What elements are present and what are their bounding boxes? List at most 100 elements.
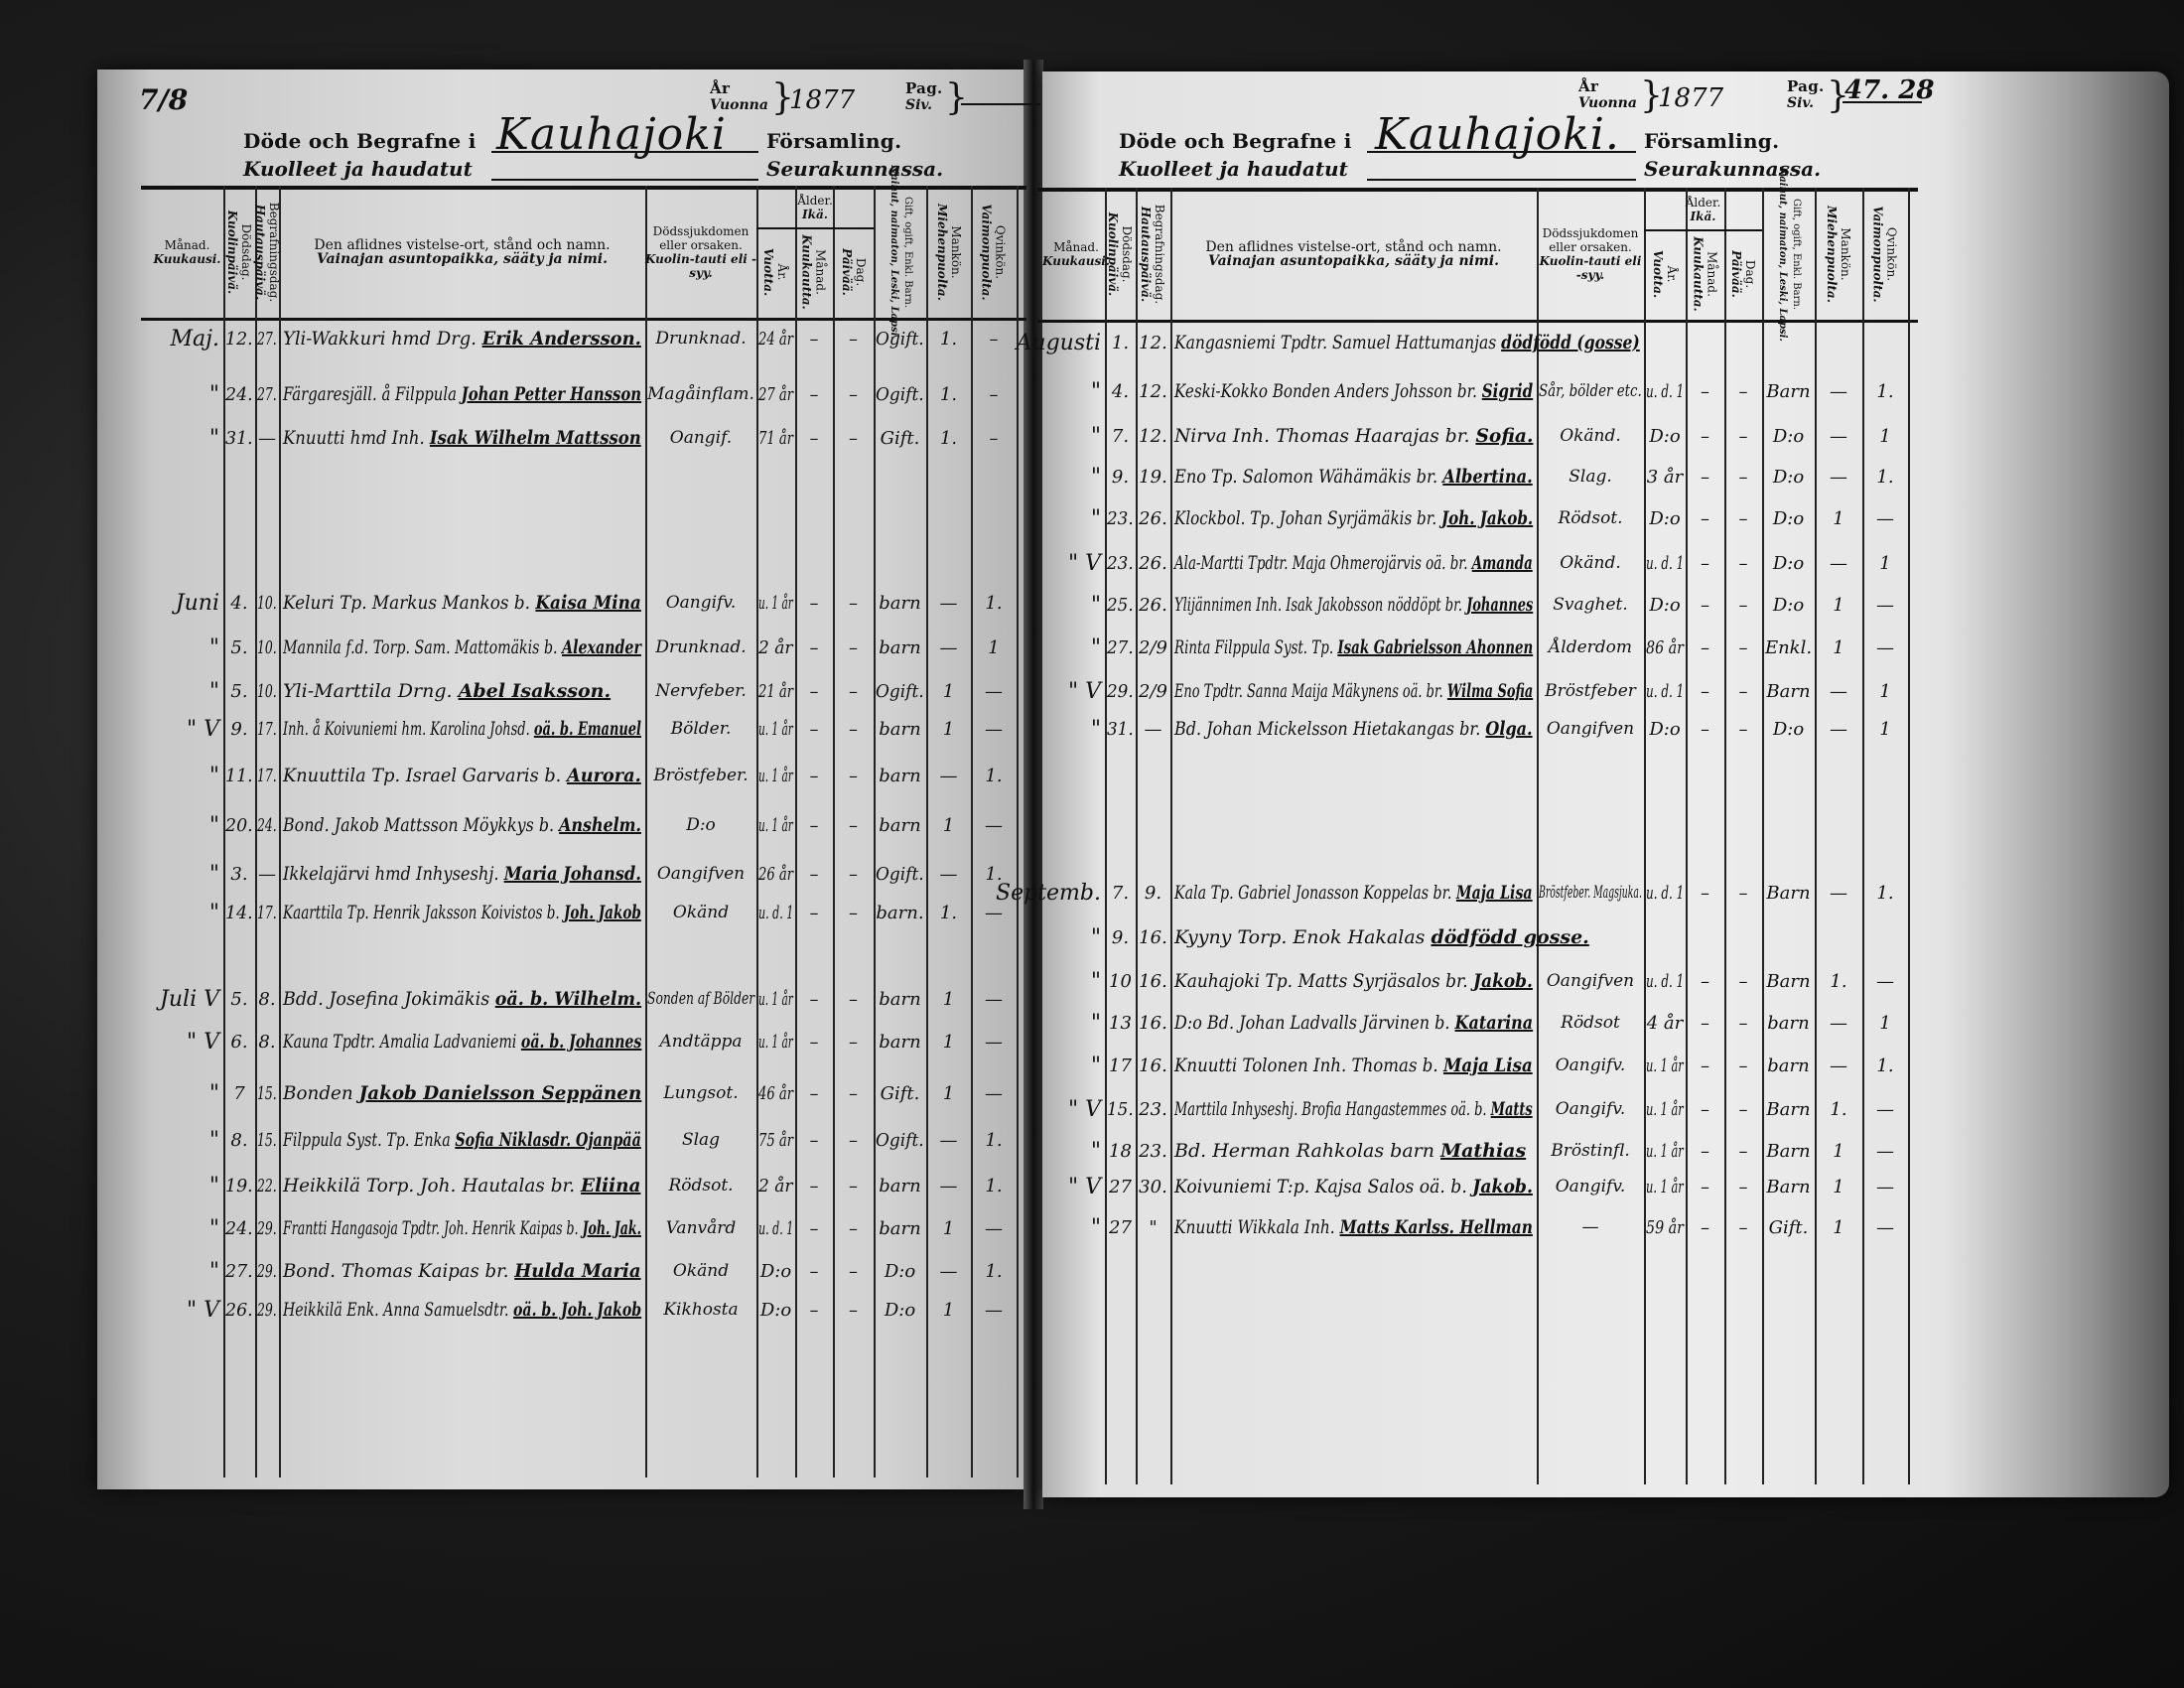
entry-died: 3. xyxy=(223,856,255,892)
residence-and-status: Heikkilä Torp. Joh. Hautalas br. xyxy=(283,1175,576,1196)
label-sv: Gift, ogift, Enkl. Barn. xyxy=(901,196,913,308)
label-fi: Vainajan asuntopaikka, sääty ja nimi. xyxy=(1208,252,1499,269)
entry-month: " xyxy=(208,763,219,788)
entry-male: — xyxy=(926,1168,971,1203)
deceased-name: oä. b. Joh. Jakob xyxy=(513,1299,642,1321)
entry-months-value: – xyxy=(1701,552,1709,574)
entry-status-value: D:o xyxy=(1772,466,1805,488)
label-fi: Vainajan asuntopaikka, sääty ja nimi. xyxy=(317,250,608,267)
entry-cause: Bröstinfl. xyxy=(1537,1133,1644,1169)
column-header-label: Månad. Kuukautta. xyxy=(1692,236,1719,311)
entry-cause: Rödsot xyxy=(1537,1005,1644,1041)
entry-months: – xyxy=(795,711,833,747)
entry-years-value: u. d. 1 xyxy=(758,902,794,923)
entry-male-value: 1. xyxy=(939,902,958,923)
entry-female: 1. xyxy=(1862,373,1908,409)
entry-months-value: – xyxy=(1701,425,1709,447)
entry-female-value: 1 xyxy=(988,636,1000,658)
entry-buried-value: 16. xyxy=(1139,1012,1167,1034)
label-sv: Begrafningsdag. xyxy=(1153,204,1167,304)
entry-cause: Oangifv. xyxy=(645,585,756,621)
entry-buried: 10. xyxy=(255,673,281,709)
entry-buried: 16. xyxy=(1136,1005,1170,1041)
entry-months: – xyxy=(795,758,833,793)
entry-years: u. d. 1 xyxy=(1644,545,1688,581)
entry-name-cell: Heikkilä Torp. Joh. Hautalas br. Eliina xyxy=(283,1168,641,1203)
entry-days: – xyxy=(833,1122,874,1158)
column-header-label: År. Vuotta. xyxy=(1651,249,1679,297)
entry-male: 1 xyxy=(926,981,971,1017)
entry-days-value: – xyxy=(1738,1012,1748,1034)
entry-buried: " xyxy=(1136,1209,1170,1245)
entry-cause-value: D:o xyxy=(686,815,716,835)
entry-status: barn xyxy=(874,630,926,665)
entry-status-value: barn xyxy=(879,814,921,836)
column-header-label: Dag. Päivää. xyxy=(840,248,868,296)
entry-male: 1 xyxy=(1815,1133,1862,1169)
entry-buried-value: " xyxy=(1149,1216,1158,1238)
entry-died-value: 7. xyxy=(1111,882,1130,904)
entry-status: Enkl. xyxy=(1762,630,1815,665)
entry-died: 7 xyxy=(223,1075,255,1111)
entry-died: 7. xyxy=(1105,418,1136,454)
entry-days: – xyxy=(833,1075,874,1111)
entry-status: D:o xyxy=(874,1253,926,1289)
residence-and-status: Yli-Wakkuri hmd Drg. xyxy=(283,328,477,350)
entry-days-value: – xyxy=(849,1031,858,1053)
entry-buried-value: 27. xyxy=(257,383,277,405)
entry-status: barn xyxy=(874,1168,926,1203)
entry-buried: 17. xyxy=(255,895,281,930)
entry-status-value: barn xyxy=(879,1175,921,1196)
label-fi: Nainut, naimaton, Leski, Lapsi. xyxy=(1776,166,1788,342)
entry-days-value: – xyxy=(849,1129,858,1151)
entry-male-value: 1 xyxy=(1833,1176,1844,1197)
entry-status-value: Ogift. xyxy=(876,383,924,405)
entry-days: – xyxy=(1724,545,1762,581)
column-divider xyxy=(874,186,876,1477)
column-header-label: Gift, ogift, Enkl. Barn. Nainut, naimaton… xyxy=(887,165,914,340)
entry-male: — xyxy=(926,758,971,793)
deceased-name: Sofia Niklasdr. Ojanpää xyxy=(455,1129,641,1151)
register-title-fi: Kuolleet ja haudatut xyxy=(243,157,473,181)
left-register-page xyxy=(97,70,1025,1489)
entry-died: 15. xyxy=(1105,1091,1138,1127)
entry-days: – xyxy=(833,758,874,793)
entry-status-value: Barn xyxy=(1766,680,1811,702)
entry-male: — xyxy=(1815,373,1862,409)
entry-male: — xyxy=(1815,1048,1862,1083)
parish-line-1 xyxy=(1367,151,1636,153)
entry-died: 6. xyxy=(223,1024,255,1059)
entry-days: – xyxy=(1724,373,1762,409)
entry-cause: Drunknad. xyxy=(645,321,756,356)
entry-male: 1 xyxy=(926,1292,971,1328)
entry-days: – xyxy=(1724,1169,1762,1204)
entry-month: " V xyxy=(1068,1174,1101,1199)
entry-male: 1 xyxy=(926,807,971,843)
entry-died: 18 xyxy=(1105,1133,1136,1169)
entry-male: — xyxy=(1815,875,1862,911)
entry-buried: 26. xyxy=(1136,500,1170,536)
entry-buried-value: 9. xyxy=(1144,882,1162,904)
entry-cause-value: Kikhosta xyxy=(663,1300,739,1320)
label-sv: Ålder. xyxy=(797,194,833,208)
entry-status: Ogift. xyxy=(874,376,928,412)
residence-and-status: Bd. Herman Rahkolas barn xyxy=(1174,1140,1434,1162)
entry-name-cell: Mannila f.d. Torp. Sam. Mattomäkis b. Al… xyxy=(283,630,641,665)
year-brace: } xyxy=(771,77,794,118)
entry-died-value: 4. xyxy=(1111,380,1130,402)
entry-status-value: Barn xyxy=(1766,970,1811,992)
entry-buried-value: — xyxy=(258,427,276,449)
entry-male-value: 1. xyxy=(1830,1098,1847,1120)
residence-and-status: Heikkilä Enk. Anna Samuelsdtr. xyxy=(283,1299,509,1321)
entry-buried-value: 12. xyxy=(1139,332,1167,353)
entry-buried-value: 26. xyxy=(1139,507,1167,529)
entry-died: 29. xyxy=(1105,673,1138,709)
residence-and-status: Knuutti Tolonen Inh. Thomas b. xyxy=(1174,1055,1438,1076)
entry-cause: Bröstfeber. xyxy=(645,758,756,793)
entry-months-value: – xyxy=(1701,718,1709,740)
entry-months-value: – xyxy=(809,427,819,449)
entry-died-value: 24. xyxy=(225,1217,253,1239)
entry-months-value: – xyxy=(809,1082,819,1104)
entry-months xyxy=(1686,325,1724,360)
entry-male-value: — xyxy=(939,1260,958,1282)
